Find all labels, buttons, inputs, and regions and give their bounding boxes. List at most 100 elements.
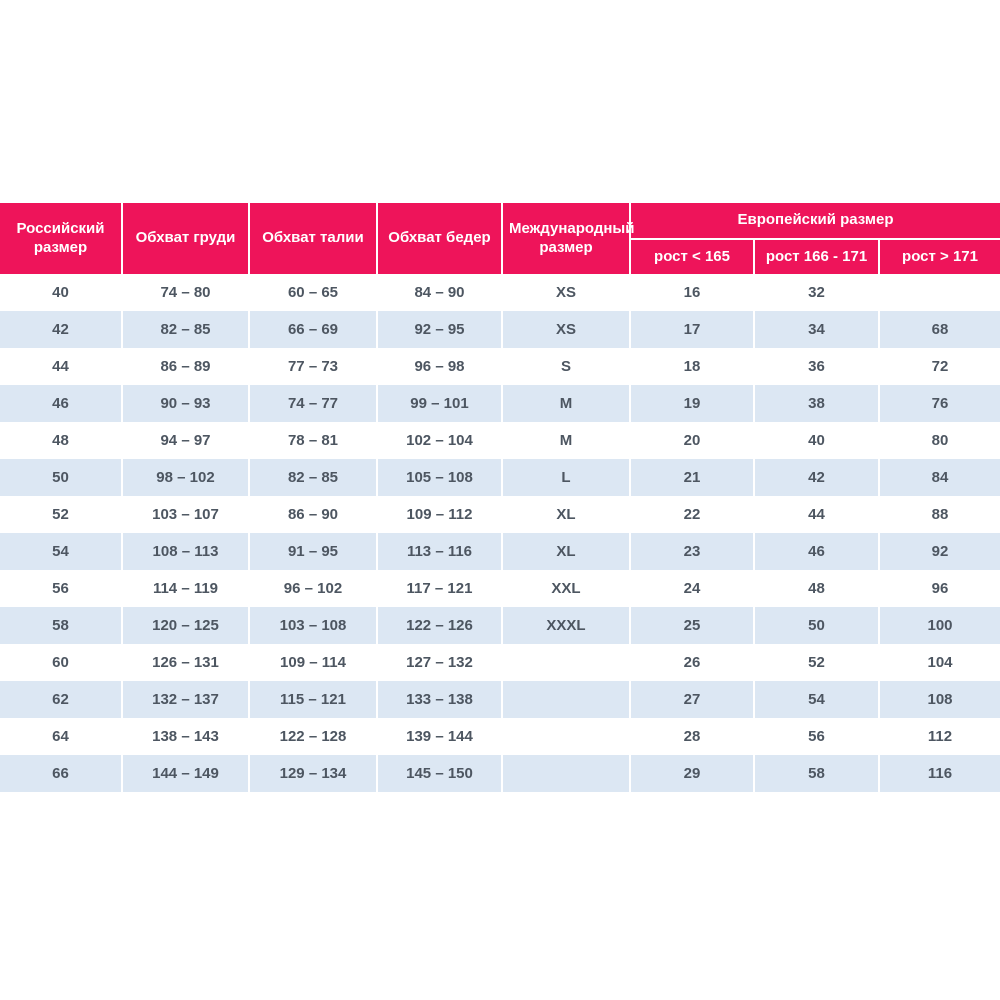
table-cell: 74 – 77 <box>248 385 377 422</box>
table-cell: 46 <box>52 395 69 412</box>
table-row: 62 132 – 137 115 – 121 133 – 138 27 54 108 <box>0 681 1000 718</box>
header-height-gt-171: рост > 171 <box>878 239 1000 274</box>
table-cell: 96 – 102 <box>248 570 377 607</box>
table-cell <box>501 718 630 755</box>
table-cell: 38 <box>753 385 879 422</box>
table-cell: 122 – 128 <box>248 718 377 755</box>
table-cell: 103 – 107 <box>121 496 249 533</box>
table-cell: 103 – 108 <box>248 607 377 644</box>
table-cell: 58 <box>52 617 69 634</box>
table-cell: 21 <box>629 459 754 496</box>
table-cell: 86 – 89 <box>121 348 249 385</box>
table-cell: 64 <box>52 728 69 745</box>
table-cell: 28 <box>629 718 754 755</box>
table-cell: 102 – 104 <box>376 422 502 459</box>
table-row: 46 90 – 93 74 – 77 99 – 101 M 19 38 76 <box>0 385 1000 422</box>
table-cell: 100 <box>878 607 1000 644</box>
table-cell: 139 – 144 <box>376 718 502 755</box>
table-row: 40 74 – 80 60 – 65 84 – 90 XS 16 32 <box>0 274 1000 311</box>
table-cell: XL <box>501 533 630 570</box>
table-row: 54 108 – 113 91 – 95 113 – 116 XL 23 46 92 <box>0 533 1000 570</box>
header-height-lt-165: рост < 165 <box>629 239 754 274</box>
table-cell: 92 <box>878 533 1000 570</box>
table-cell: XS <box>501 311 630 348</box>
table-cell <box>501 755 630 792</box>
table-cell: M <box>501 385 630 422</box>
table-cell: 88 <box>878 496 1000 533</box>
table-cell: 94 – 97 <box>121 422 249 459</box>
header-waist: Обхват талии <box>248 203 377 274</box>
table-cell: 42 <box>52 321 69 338</box>
table-row: 64 138 – 143 122 – 128 139 – 144 28 56 112 <box>0 718 1000 755</box>
table-cell: 138 – 143 <box>121 718 249 755</box>
table-cell: 19 <box>629 385 754 422</box>
table-cell: 17 <box>629 311 754 348</box>
table-cell: 132 – 137 <box>121 681 249 718</box>
table-cell: 105 – 108 <box>376 459 502 496</box>
table-cell: 42 <box>753 459 879 496</box>
size-table-body: 40 74 – 80 60 – 65 84 – 90 XS 16 32 42 82 – 85 66… <box>0 274 1000 792</box>
table-cell: 50 <box>52 469 69 486</box>
table-row: 44 86 – 89 77 – 73 96 – 98 S 18 36 72 <box>0 348 1000 385</box>
table-cell: 20 <box>629 422 754 459</box>
table-cell: 44 <box>52 358 69 375</box>
table-cell: 99 – 101 <box>376 385 502 422</box>
table-cell: 112 <box>878 718 1000 755</box>
table-cell: 96 <box>878 570 1000 607</box>
table-cell: 26 <box>629 644 754 681</box>
table-cell: 74 – 80 <box>121 274 249 311</box>
table-cell: XXL <box>501 570 630 607</box>
table-cell: 98 – 102 <box>121 459 249 496</box>
header-international-size: Международный размер <box>501 203 634 274</box>
table-row: 56 114 – 119 96 – 102 117 – 121 XXL 24 48 96 <box>0 570 1000 607</box>
table-cell: 27 <box>629 681 754 718</box>
table-cell: XXXL <box>501 607 630 644</box>
table-cell: 82 – 85 <box>121 311 249 348</box>
table-cell: 122 – 126 <box>376 607 502 644</box>
table-row: 42 82 – 85 66 – 69 92 – 95 XS 17 34 68 <box>0 311 1000 348</box>
table-row: 50 98 – 102 82 – 85 105 – 108 L 21 42 84 <box>0 459 1000 496</box>
header-russian-size: Российский размер <box>0 203 122 274</box>
table-cell: 44 <box>753 496 879 533</box>
header-chest: Обхват груди <box>121 203 249 274</box>
table-cell: 82 – 85 <box>248 459 377 496</box>
table-row: 48 94 – 97 78 – 81 102 – 104 M 20 40 80 <box>0 422 1000 459</box>
table-cell: L <box>501 459 630 496</box>
table-cell: 56 <box>753 718 879 755</box>
table-cell: XL <box>501 496 630 533</box>
table-cell: 48 <box>52 432 69 449</box>
table-cell: 54 <box>753 681 879 718</box>
table-cell: 76 <box>878 385 1000 422</box>
table-cell: 34 <box>753 311 879 348</box>
table-cell: 104 <box>878 644 1000 681</box>
table-cell: 68 <box>878 311 1000 348</box>
table-cell: 60 – 65 <box>248 274 377 311</box>
table-cell: 48 <box>753 570 879 607</box>
table-cell: 114 – 119 <box>121 570 249 607</box>
table-cell: 40 <box>52 284 69 301</box>
table-cell: 80 <box>878 422 1000 459</box>
table-cell: 145 – 150 <box>376 755 502 792</box>
table-cell <box>501 681 630 718</box>
table-cell: 91 – 95 <box>248 533 377 570</box>
table-cell: 66 <box>52 765 69 782</box>
table-cell: 24 <box>629 570 754 607</box>
table-cell: 18 <box>629 348 754 385</box>
table-cell: 23 <box>629 533 754 570</box>
table-cell: 58 <box>753 755 879 792</box>
table-cell: 129 – 134 <box>248 755 377 792</box>
table-cell: 133 – 138 <box>376 681 502 718</box>
table-cell: 46 <box>753 533 879 570</box>
table-cell: 54 <box>52 543 69 560</box>
table-cell: 72 <box>878 348 1000 385</box>
header-hips: Обхват бедер <box>376 203 502 274</box>
table-cell: 36 <box>753 348 879 385</box>
table-cell: 25 <box>629 607 754 644</box>
table-cell: 77 – 73 <box>248 348 377 385</box>
table-cell: 113 – 116 <box>376 533 502 570</box>
table-cell: 126 – 131 <box>121 644 249 681</box>
table-cell: 50 <box>753 607 879 644</box>
table-cell: 96 – 98 <box>376 348 502 385</box>
table-cell: 108 <box>878 681 1000 718</box>
table-cell: 127 – 132 <box>376 644 502 681</box>
